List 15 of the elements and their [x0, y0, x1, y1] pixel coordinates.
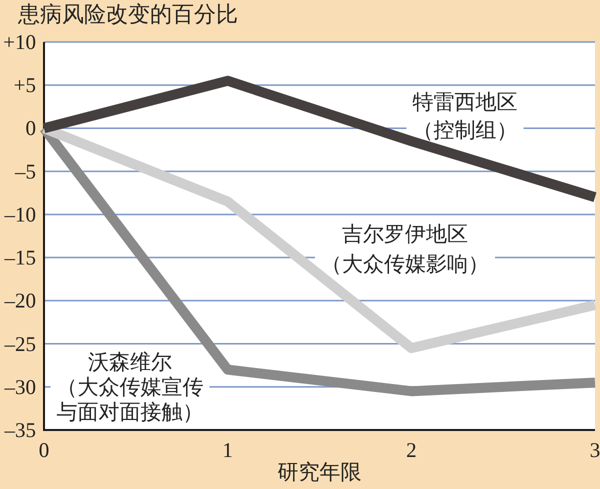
y-tick-label: –35	[4, 418, 36, 442]
y-tick-label: +10	[3, 30, 36, 54]
y-tick-label: –5	[14, 159, 36, 184]
y-tick-label: –30	[4, 374, 36, 399]
chart-title: 患病风险改变的百分比	[17, 2, 238, 26]
x-tick-label: 3	[590, 438, 600, 462]
y-tick-label: +5	[14, 73, 36, 98]
y-tick-label: –20	[4, 288, 36, 313]
x-axis-title: 研究年限	[278, 460, 362, 484]
x-tick-label: 2	[406, 438, 417, 462]
y-tick-label: 0	[26, 116, 36, 140]
y-tick-label: –10	[4, 202, 36, 226]
y-tick-label: –15	[4, 246, 36, 270]
y-tick-label: –25	[4, 332, 36, 356]
x-tick-label: 1	[222, 438, 233, 462]
